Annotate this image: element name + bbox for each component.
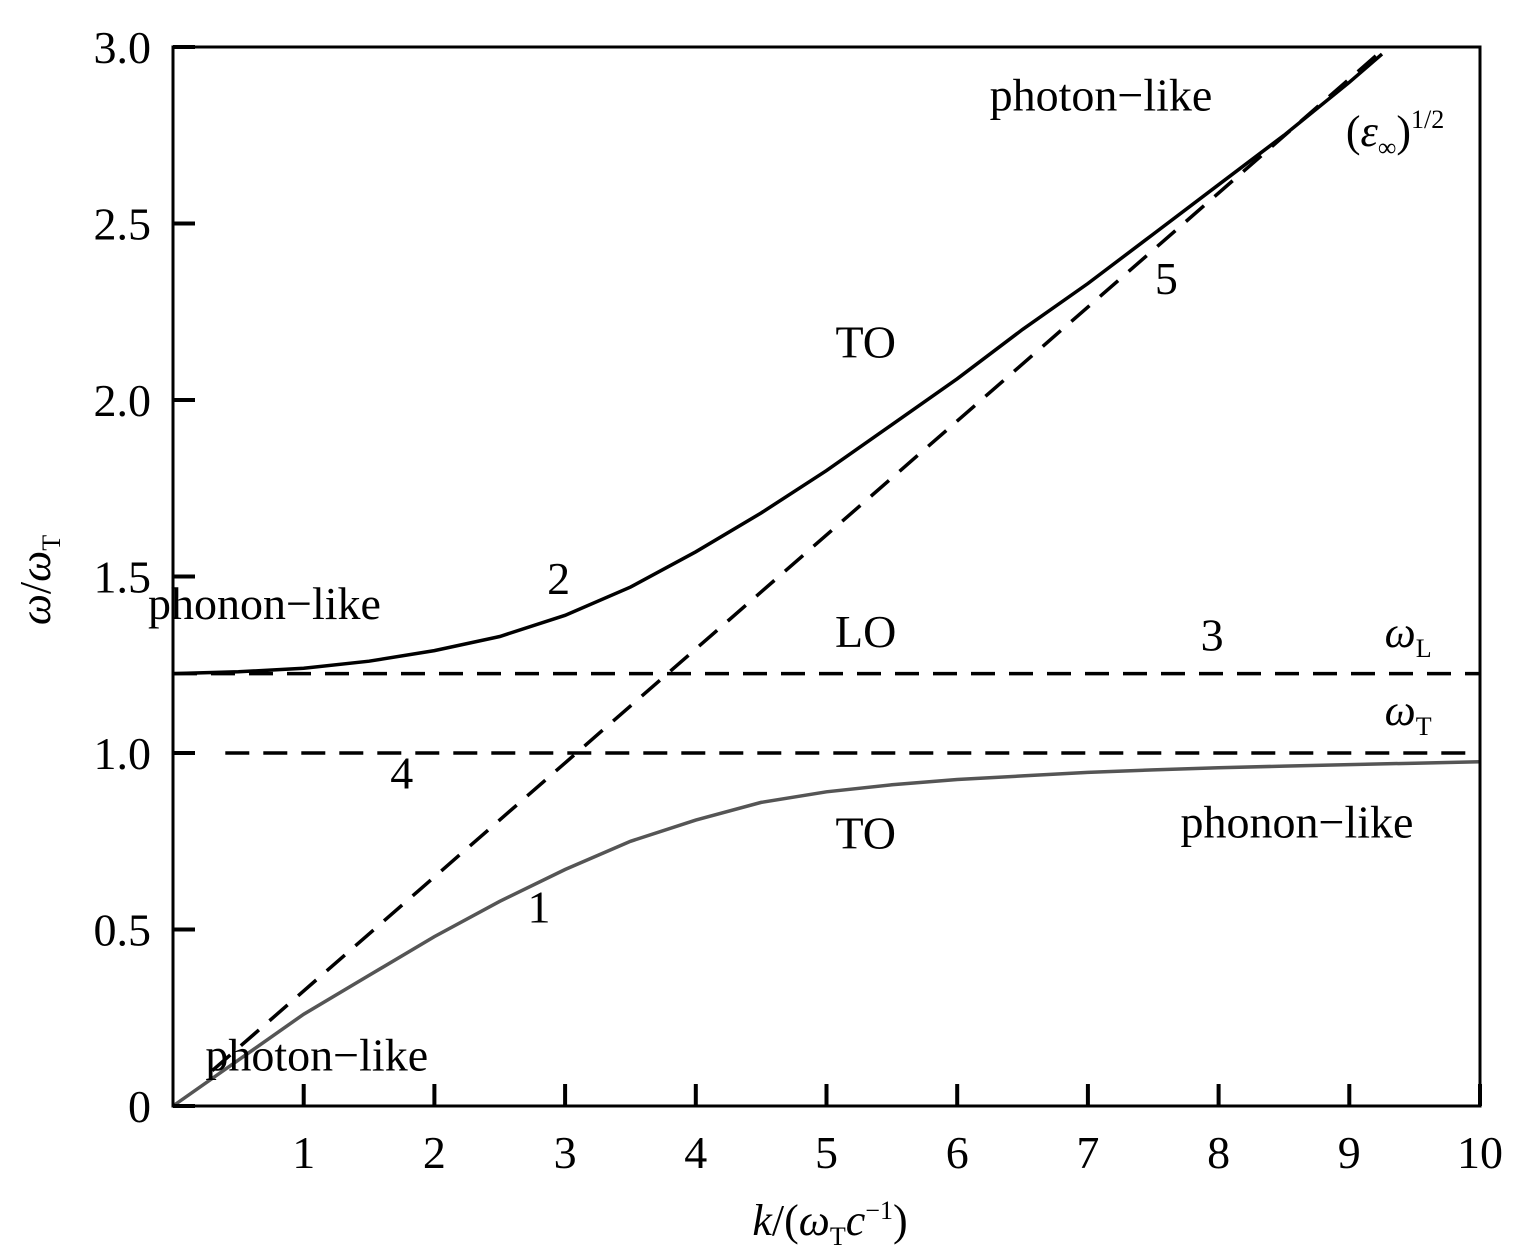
omega-t-label: ωT <box>1385 686 1432 741</box>
annotation-label: phonon−like <box>1181 797 1414 848</box>
annotation-label: LO <box>835 606 896 657</box>
series-layer <box>171 49 1481 1108</box>
annotation-label: 1 <box>527 881 550 932</box>
annotation-label: photon−like <box>205 1030 428 1081</box>
annotation-layer: photon−like TO phonon−like 2 LO 3 4 TO phonon−li… <box>148 70 1444 1081</box>
x-tick-label: 4 <box>684 1127 707 1178</box>
series-line-2 <box>172 52 1384 676</box>
x-tick-label: 10 <box>1457 1127 1503 1178</box>
x-tick-label: 8 <box>1207 1127 1230 1178</box>
y-tick-label: 0.5 <box>94 905 152 956</box>
x-tick-label: 1 <box>292 1127 315 1178</box>
x-tick-label: 5 <box>815 1127 838 1178</box>
annotation-label: 2 <box>547 553 570 604</box>
x-tick-label: 3 <box>554 1127 577 1178</box>
y-tick-label: 1.0 <box>94 728 152 779</box>
x-tick-label: 9 <box>1338 1127 1361 1178</box>
y-tick-label: 0 <box>128 1081 151 1132</box>
plot-frame <box>171 45 1482 1108</box>
y-tick-label: 3.0 <box>94 22 152 73</box>
annotation-label: TO <box>835 317 896 368</box>
annotation-label: 5 <box>1155 253 1178 304</box>
x-tick-label: 2 <box>423 1127 446 1178</box>
epsilon-inf-label: (ε∞)1/2 <box>1346 105 1444 162</box>
annotation-label: TO <box>835 807 896 858</box>
annotation-label: photon−like <box>990 70 1213 121</box>
y-tick-label: 2.5 <box>94 199 152 250</box>
x-tick-label: 7 <box>1076 1127 1099 1178</box>
x-axis-label: k/(ωTc−1) <box>752 1196 907 1251</box>
annotation-label: phonon−like <box>148 578 381 629</box>
omega-l-label: ωL <box>1385 608 1432 663</box>
tick-layer: 1 2 3 4 5 6 7 8 9 10 0 0.5 1.0 1.5 2.0 2.5 3.0 <box>94 22 1504 1178</box>
series-line-1 <box>171 760 1481 1108</box>
y-tick-label: 1.5 <box>94 552 152 603</box>
y-axis-label: ω/ωT <box>11 535 66 625</box>
annotation-label: 3 <box>1201 610 1224 661</box>
annotation-label: 4 <box>390 747 413 798</box>
series-line-5 <box>211 49 1384 1073</box>
x-tick-label: 6 <box>946 1127 969 1178</box>
y-tick-label: 2.0 <box>94 375 152 426</box>
